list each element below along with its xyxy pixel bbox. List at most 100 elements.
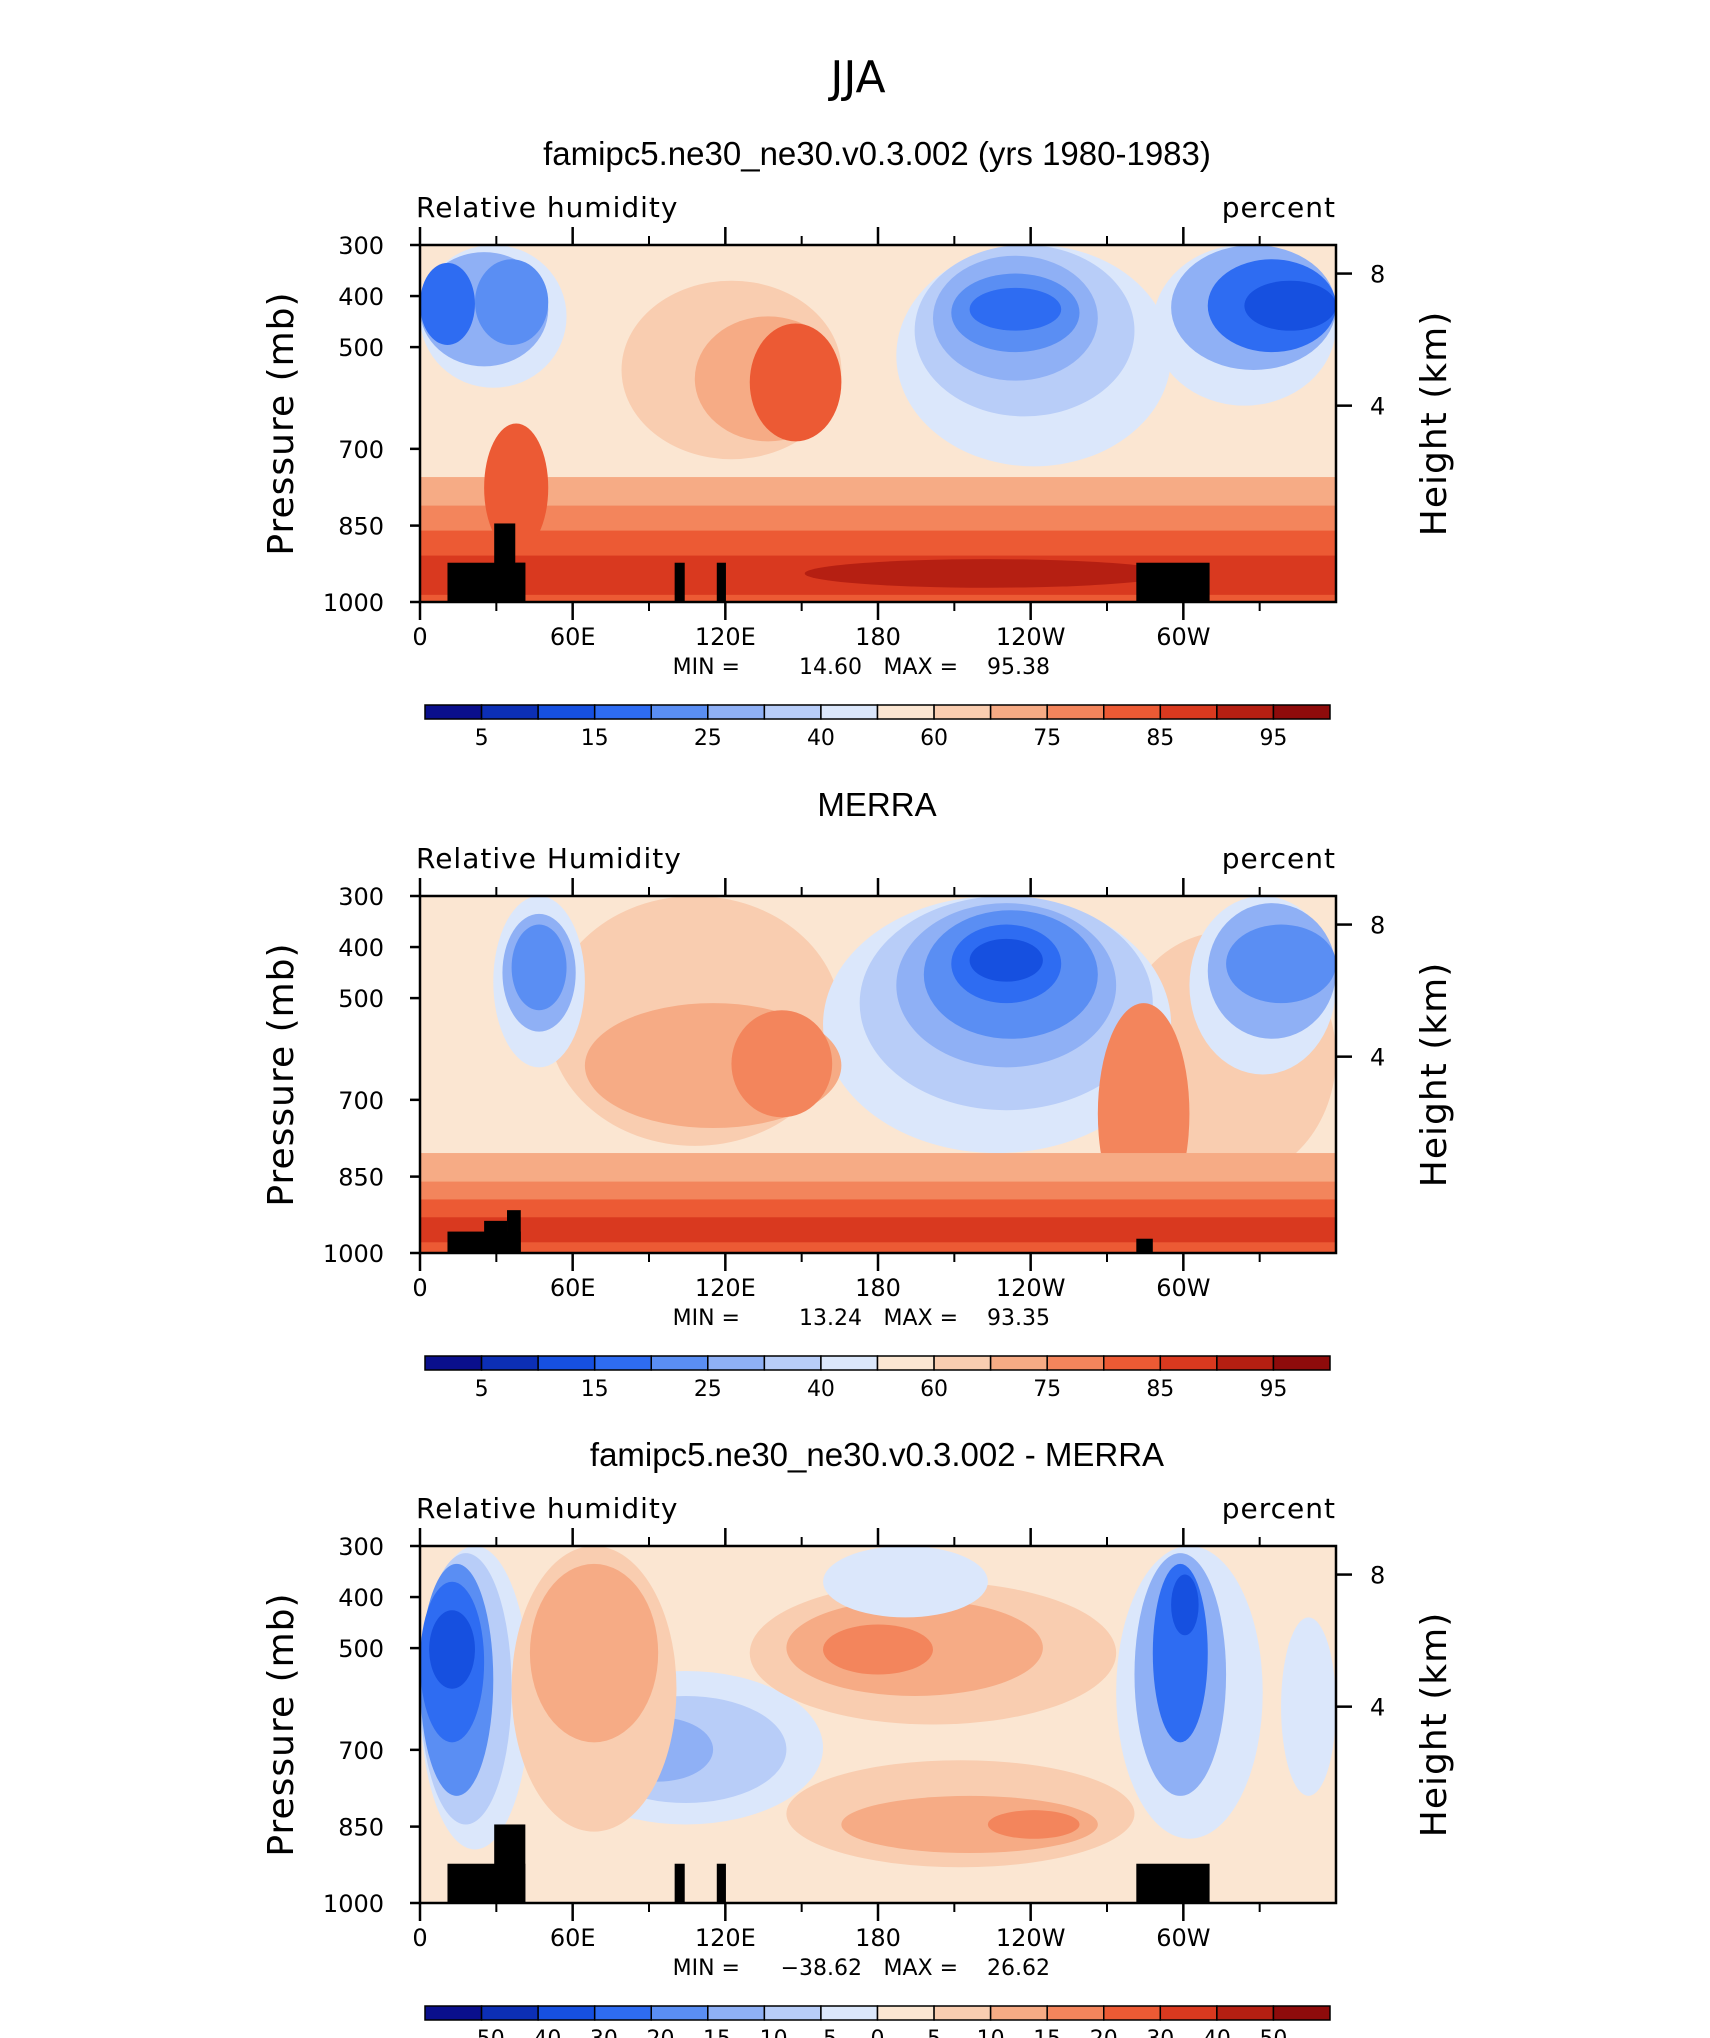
min-label: MIN = [673, 655, 740, 680]
panel-title: famipc5.ne30_ne30.v0.3.002 (yrs 1980-198… [543, 135, 1211, 172]
colorbar-label: −30 [571, 2027, 617, 2038]
x-tick-label: 120E [695, 1274, 756, 1302]
height-tick-label: 8 [1370, 261, 1385, 289]
page-title: JJA [827, 52, 885, 103]
x-tick-label: 180 [855, 623, 901, 651]
colorbar-swatch [1272, 1355, 1331, 1371]
panel-title: MERRA [817, 786, 936, 823]
height-tick-label: 4 [1370, 1694, 1385, 1722]
colorbar-swatch [933, 2005, 992, 2021]
y-tick-label: 850 [338, 513, 384, 541]
y-tick-label: 400 [338, 283, 384, 311]
colorbar-swatch [593, 704, 652, 720]
x-tick-label: 60W [1156, 1924, 1210, 1952]
colorbar-swatch [1103, 704, 1162, 720]
y-tick-label: 500 [338, 1635, 384, 1663]
height-tick-label: 8 [1370, 912, 1385, 940]
colorbar-swatch [989, 704, 1048, 720]
y-axis-label: Pressure (mb) [261, 291, 302, 555]
colorbar-label: 25 [694, 1377, 722, 1402]
colorbar-swatch [650, 1355, 709, 1371]
y-tick-label: 300 [338, 1533, 384, 1561]
colorbar-swatch [424, 704, 483, 720]
panel-title: famipc5.ne30_ne30.v0.3.002 - MERRA [590, 1436, 1164, 1473]
height-tick-label: 4 [1370, 1044, 1385, 1072]
topography-mask [716, 1863, 726, 1903]
min-value: 13.24 [799, 1306, 862, 1331]
colorbar-swatch [1046, 1355, 1105, 1371]
colorbar-label: −40 [515, 2027, 561, 2038]
contour-region [1244, 280, 1336, 331]
units-label: percent [1222, 842, 1336, 875]
y-axis-label: Pressure (mb) [261, 942, 302, 1206]
colorbar-label: −50 [458, 2027, 504, 2038]
x-tick-label: 180 [855, 1274, 901, 1302]
topography-mask [1136, 1863, 1210, 1903]
colorbar-swatch [593, 1355, 652, 1371]
colorbar-label: 95 [1259, 1377, 1287, 1402]
y-axis-label-right: Height (km) [1414, 962, 1455, 1187]
contour-region [823, 1624, 933, 1675]
units-label: percent [1222, 1492, 1336, 1525]
colorbar-swatch [1159, 704, 1218, 720]
x-tick-label: 120E [695, 623, 756, 651]
colorbar: 5 15 25 40 60 75 85 95 [424, 704, 1331, 751]
contour-region [511, 924, 567, 1011]
colorbar-swatch [989, 2005, 1048, 2021]
x-tick-label: 180 [855, 1924, 901, 1952]
colorbar-label: 40 [807, 1377, 835, 1402]
min-value: −38.62 [781, 1956, 862, 1981]
chart-panel-2: MERRA Relative Humidity percent 0 60E 120E 180… [261, 786, 1455, 1402]
topography-mask [674, 1863, 685, 1903]
colorbar-swatch [1103, 1355, 1162, 1371]
contour-region [969, 287, 1062, 331]
y-tick-label: 300 [338, 232, 384, 260]
y-axis-label-right: Height (km) [1414, 1612, 1455, 1837]
y-tick-label: 700 [338, 1737, 384, 1765]
colorbar-swatch [480, 704, 539, 720]
colorbar-swatch [480, 1355, 539, 1371]
colorbar-label: 60 [920, 1377, 948, 1402]
variable-label: Relative Humidity [416, 842, 682, 875]
colorbar-label: 75 [1033, 1377, 1061, 1402]
topography-mask [515, 562, 526, 602]
min-value: 14.60 [799, 655, 862, 680]
colorbar-swatch [537, 1355, 596, 1371]
y-axis-label-right: Height (km) [1414, 311, 1455, 536]
x-tick-label: 60E [550, 1274, 596, 1302]
colorbar: 5 15 25 40 60 75 85 95 [424, 1355, 1331, 1402]
colorbar-label: 85 [1146, 726, 1174, 751]
colorbar-label: 5 [927, 2027, 941, 2038]
colorbar-swatch [763, 2005, 822, 2021]
colorbar-swatch [1216, 704, 1275, 720]
topography-mask [1136, 1238, 1153, 1253]
contour-region [429, 1610, 475, 1689]
y-tick-label: 500 [338, 985, 384, 1013]
x-tick-label: 120W [996, 1274, 1066, 1302]
topography-mask [1136, 562, 1210, 602]
colorbar-swatch [1272, 2005, 1331, 2021]
contour-region [1171, 1574, 1199, 1636]
colorbar-label: 20 [1090, 2027, 1118, 2038]
colorbar-swatch [933, 1355, 992, 1371]
y-tick-label: 300 [338, 883, 384, 911]
contour-region [1226, 924, 1336, 1004]
colorbar-label: 15 [581, 726, 609, 751]
y-tick-label: 850 [338, 1164, 384, 1192]
colorbar-label: 15 [581, 1377, 609, 1402]
contour-region [731, 1010, 833, 1118]
panels: famipc5.ne30_ne30.v0.3.002 (yrs 1980-198… [261, 135, 1455, 2038]
y-axis-label: Pressure (mb) [261, 1592, 302, 1856]
colorbar-swatch [1159, 1355, 1218, 1371]
x-tick-label: 120W [996, 623, 1066, 651]
contour-field [420, 1546, 1336, 1903]
contour-region [1281, 1617, 1336, 1796]
topography-mask [507, 1210, 521, 1253]
contour-field [420, 896, 1336, 1253]
contour-region [529, 1563, 659, 1743]
colorbar: −50−40−30−20−15−10−505101520304050 [424, 2005, 1331, 2038]
colorbar-label: 0 [871, 2027, 885, 2038]
colorbar-swatch [1046, 704, 1105, 720]
height-tick-label: 4 [1370, 393, 1385, 421]
max-label: MAX = [883, 655, 958, 680]
